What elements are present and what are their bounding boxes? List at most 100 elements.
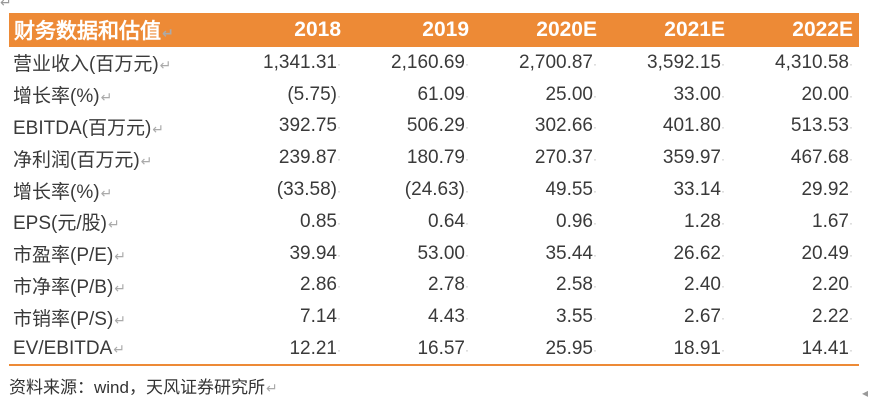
return-mark-icon: ↵ [140,152,153,169]
table-cell: 25.00· [545,83,597,105]
cell-end-mark-icon: · [465,120,469,135]
cell-end-mark-icon: · [849,311,853,326]
cell-end-mark-icon: · [465,311,469,326]
table-cell: 12.21· [219,333,347,366]
table-cell: 14.41· [731,333,859,366]
cell-end-mark-icon: · [849,56,853,71]
table-cell: 29.92· [801,179,853,201]
table-header-row: 财务数据和估值↵ 2018 2019 2020E 2021E 2022E [9,13,859,47]
table-cell: 2.58· [556,274,597,296]
table-cell: 401.80· [662,115,725,137]
cell-end-mark-icon: · [593,279,597,294]
header-label-cell: 财务数据和估值↵ [14,20,174,43]
return-mark-icon: ↵ [114,248,127,265]
cell-end-mark-icon: · [337,88,341,103]
header-year-2020e: 2020E [536,18,597,41]
cell-end-mark-icon: · [337,120,341,135]
table-row: 营业收入(百万元)↵ 1,341.31· 2,160.69· 2,700.87· 3,5… [9,47,859,79]
header-year-2019: 2019 [422,18,469,41]
row-label: EBITDA(百万元)↵ [13,117,165,139]
table-cell: 506.29· [406,115,469,137]
cell-end-mark-icon: · [849,247,853,262]
table-cell: 1.28· [684,210,725,232]
table-cell: 2.67· [684,306,725,328]
table-cell: 53.00· [417,242,469,264]
table-cell: 2.22· [812,306,853,328]
row-label: EV/EBITDA↵ [9,333,219,366]
table-cell: 1,341.31· [263,51,341,73]
table-cell: 2.78· [428,274,469,296]
financial-table: 财务数据和估值↵ 2018 2019 2020E 2021E 2022E 营业收… [9,13,859,366]
header-year-2018: 2018 [294,18,341,41]
cell-end-mark-icon: · [849,120,853,135]
row-label: EPS(元/股)↵ [13,213,120,235]
table-cell: 2,160.69· [391,51,469,73]
return-mark-icon: ↵ [100,89,113,106]
table-row: 增长率(%)↵ (33.58)· (24.63)· 49.55· 33.14· 29.92… [9,174,859,206]
row-label: 市销率(P/S)↵ [13,308,127,330]
cell-end-mark-icon: · [465,342,469,357]
table-row: 市净率(P/B)↵ 2.86· 2.78· 2.58· 2.40· 2.20· [9,270,859,302]
table-cell: 359.97· [662,147,725,169]
cell-end-mark-icon: · [593,56,597,71]
cell-end-mark-icon: · [465,56,469,71]
table-body: 营业收入(百万元)↵ 1,341.31· 2,160.69· 2,700.87· 3,5… [9,47,859,366]
table-row: EV/EBITDA↵ 12.21· 16.57· 25.95· 18.91· 14.41· [9,333,859,366]
cell-end-mark-icon: · [337,215,341,230]
cell-end-mark-icon: · [721,311,725,326]
return-mark-icon: ↵ [159,57,172,74]
table-row: 市销率(P/S)↵ 7.14· 4.43· 3.55· 2.67· 2.22· [9,301,859,333]
table-row: 市盈率(P/E)↵ 39.94· 53.00· 35.44· 26.62· 20.49· [9,238,859,270]
cell-end-mark-icon: · [337,342,341,357]
cell-end-mark-icon: · [337,247,341,262]
cell-end-mark-icon: · [593,184,597,199]
table-cell: 513.53· [790,115,853,137]
table-cell: 2.86· [300,274,341,296]
return-mark-icon: ↵ [114,311,127,328]
table-cell: 2.20· [812,274,853,296]
cell-end-mark-icon: · [465,279,469,294]
table-cell: 3.55· [556,306,597,328]
table-cell: 20.49· [801,242,853,264]
table-cell: 1.67· [812,210,853,232]
cell-end-mark-icon: · [337,56,341,71]
cell-end-mark-icon: · [721,56,725,71]
row-label: 净利润(百万元)↵ [13,149,153,171]
cell-end-mark-icon: · [849,152,853,167]
table-cell: 4,310.58· [775,51,853,73]
table-cell: (5.75)· [287,83,341,105]
table-cell: 0.85· [300,210,341,232]
cell-end-mark-icon: · [593,247,597,262]
table-cell: 0.96· [556,210,597,232]
table-cell: 7.14· [300,306,341,328]
return-mark-icon: ↵ [162,25,174,41]
cell-end-mark-icon: · [721,152,725,167]
cell-end-mark-icon: · [849,184,853,199]
cell-end-mark-icon: · [465,247,469,262]
cell-end-mark-icon: · [593,342,597,357]
return-mark-icon: ↵ [0,0,12,10]
table-cell: 239.87· [278,147,341,169]
cell-end-mark-icon: · [337,152,341,167]
table-cell: 270.37· [534,147,597,169]
cell-end-mark-icon: · [721,247,725,262]
table-cell: 3,592.15· [647,51,725,73]
table-cell: 302.66· [534,115,597,137]
table-row: 净利润(百万元)↵ 239.87· 180.79· 270.37· 359.97· 467… [9,142,859,174]
financial-table-container: 财务数据和估值↵ 2018 2019 2020E 2021E 2022E 营业收… [9,13,859,366]
table-cell: 16.57· [347,333,475,366]
table-cell: (24.63)· [404,179,469,201]
cell-end-mark-icon: · [337,184,341,199]
return-mark-icon: ↵ [113,340,125,357]
cell-end-mark-icon: · [721,88,725,103]
table-row: EBITDA(百万元)↵ 392.75· 506.29· 302.66· 401.80·… [9,111,859,143]
cell-end-mark-icon: · [721,120,725,135]
row-label: 营业收入(百万元)↵ [13,54,172,76]
page-corner-mark-icon: ◂ [861,386,868,400]
table-cell: 2.40· [684,274,725,296]
table-cell: 467.68· [790,147,853,169]
table-cell: 25.95· [475,333,603,366]
table-cell: 180.79· [406,147,469,169]
table-cell: 35.44· [545,242,597,264]
cell-end-mark-icon: · [465,88,469,103]
